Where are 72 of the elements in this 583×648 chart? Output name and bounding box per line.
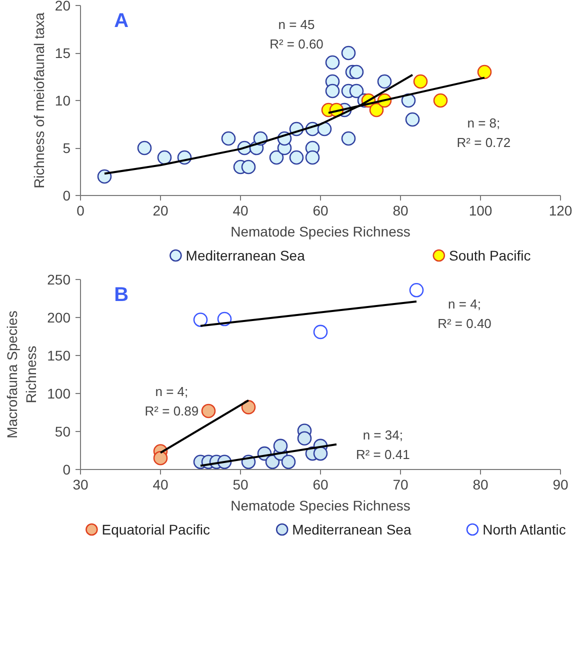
y-tick-label: 250: [47, 272, 71, 288]
point: [341, 46, 356, 60]
legend-label: Mediterranean Sea: [186, 248, 306, 264]
y-tick-label: 200: [47, 310, 71, 326]
point: [433, 93, 448, 108]
x-tick-label: 80: [392, 202, 408, 218]
point: [349, 64, 364, 80]
point: [153, 450, 168, 466]
point: [193, 312, 208, 327]
point: [221, 131, 236, 146]
annotation: B: [114, 284, 129, 306]
point: [341, 131, 356, 146]
point: [281, 454, 296, 470]
point: [269, 150, 284, 165]
x-tick-label: 50: [232, 476, 248, 492]
x-tick-label: 100: [468, 202, 492, 218]
point: [349, 84, 364, 98]
x-tick-label: 60: [312, 476, 328, 492]
y-tick-label: 0: [62, 462, 71, 478]
x-tick-label: 60: [312, 202, 328, 218]
annotation: n = 4; R² = 0.40: [438, 296, 492, 331]
point: [409, 283, 424, 298]
point: [97, 169, 112, 184]
point: [369, 102, 384, 118]
point: [241, 160, 256, 174]
y-tick-label: 150: [47, 348, 71, 364]
y-tick-label: 50: [54, 424, 71, 440]
annotation: n = 34; R² = 0.41: [356, 428, 410, 462]
point: [297, 431, 312, 446]
y-tick-label: 0: [62, 188, 71, 204]
legend-label: Equatorial Pacific: [102, 522, 210, 538]
x-tick-label: 80: [472, 476, 488, 492]
x-tick-label: 90: [552, 476, 568, 492]
point: [241, 400, 256, 414]
y-tick-label: 20: [54, 0, 71, 14]
point: [413, 74, 428, 89]
x-axis-title: Nematode Species Richness: [230, 498, 410, 514]
x-tick-label: 40: [232, 202, 248, 218]
point: [317, 122, 332, 136]
x-tick-label: 120: [548, 202, 572, 218]
y-axis-title: Richness of meiofaunal taxa: [30, 12, 47, 188]
y-tick-label: 15: [54, 45, 71, 61]
annotation: n = 45 R² = 0.60: [270, 16, 324, 52]
y-tick-label: 10: [54, 92, 71, 108]
legend-label: South Pacific: [448, 248, 531, 264]
y-tick-label: 100: [47, 386, 71, 402]
legend-label: Mediterranean Sea: [292, 522, 412, 538]
y-axis-title: Macrofauna Species Richness: [4, 310, 40, 438]
x-axis-title: Nematode Species Richness: [230, 224, 410, 240]
point: [313, 446, 328, 461]
point: [157, 150, 172, 165]
x-tick-label: 70: [392, 476, 408, 492]
x-tick-label: 20: [152, 202, 168, 218]
point: [477, 64, 492, 80]
x-tick-label: 0: [76, 202, 85, 218]
point: [273, 438, 288, 454]
point: [313, 324, 328, 340]
point: [289, 150, 304, 165]
annotation: n = 8; R² = 0.72: [456, 116, 511, 150]
annotation: n = 4; R² = 0.89: [144, 384, 199, 418]
legend-label: North Atlantic: [482, 522, 566, 538]
x-tick-label: 40: [152, 476, 168, 492]
point: [325, 84, 340, 98]
x-tick-label: 30: [72, 476, 88, 492]
point: [305, 150, 320, 165]
point: [405, 112, 420, 127]
point: [201, 404, 216, 418]
point: [137, 140, 152, 156]
point: [325, 55, 340, 70]
point: [377, 74, 392, 89]
annotation: A: [114, 10, 129, 32]
y-tick-label: 5: [62, 140, 71, 156]
